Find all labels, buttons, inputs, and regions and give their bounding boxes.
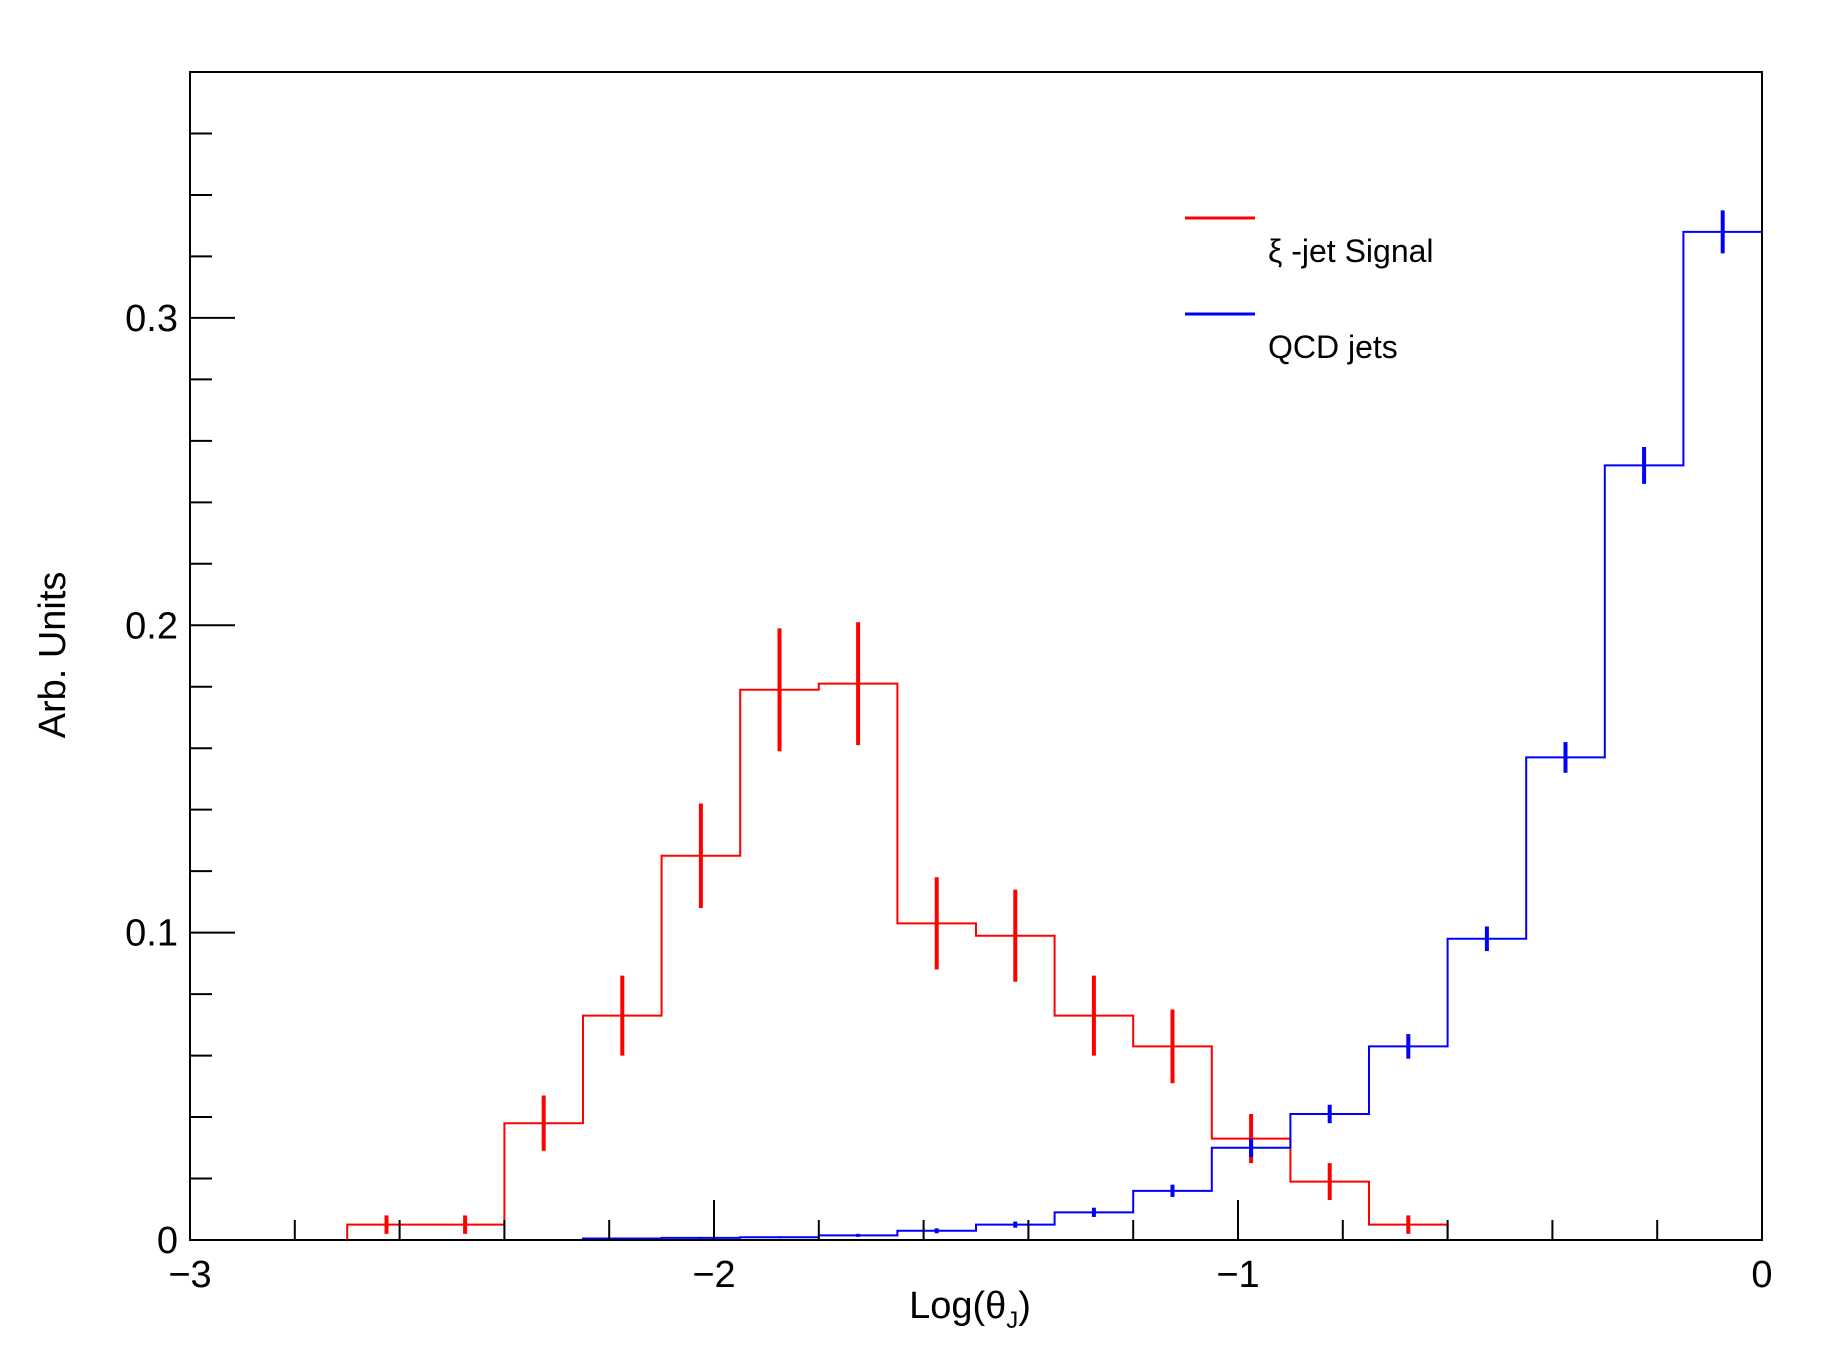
x-tick-label: −2 bbox=[692, 1254, 735, 1296]
x-tick-label: −1 bbox=[1216, 1254, 1259, 1296]
legend-label-qcd: QCD jets bbox=[1268, 329, 1398, 365]
histogram-line bbox=[190, 682, 1449, 1241]
legend-label-signal: ξ -jet Signal bbox=[1268, 233, 1434, 269]
y-tick-label: 0.3 bbox=[125, 298, 178, 340]
x-tick-label: 0 bbox=[1751, 1254, 1772, 1296]
y-tick-label: 0.1 bbox=[125, 913, 178, 955]
x-axis-label: Log(θJ) bbox=[909, 1285, 1031, 1334]
plot-marks bbox=[190, 210, 1763, 1241]
histogram-line bbox=[582, 230, 1763, 1240]
y-axis: 0 0.1 0.2 0.3 bbox=[125, 71, 235, 1262]
y-axis-label: Arb. Units bbox=[32, 572, 74, 739]
series-qcd bbox=[582, 210, 1763, 1240]
x-axis: −3 −2 −1 0 bbox=[168, 1200, 1773, 1296]
x-axis-label-main: Log(θ bbox=[909, 1285, 1006, 1327]
x-axis-label-close: ) bbox=[1018, 1285, 1031, 1327]
x-axis-label-subscript: J bbox=[1006, 1307, 1018, 1334]
legend: ξ -jet Signal QCD jets bbox=[1185, 216, 1434, 365]
y-tick-label: 0 bbox=[157, 1220, 178, 1262]
plot-frame bbox=[189, 71, 1763, 1241]
x-tick-label: −3 bbox=[168, 1254, 211, 1296]
y-tick-label: 0.2 bbox=[125, 605, 178, 647]
